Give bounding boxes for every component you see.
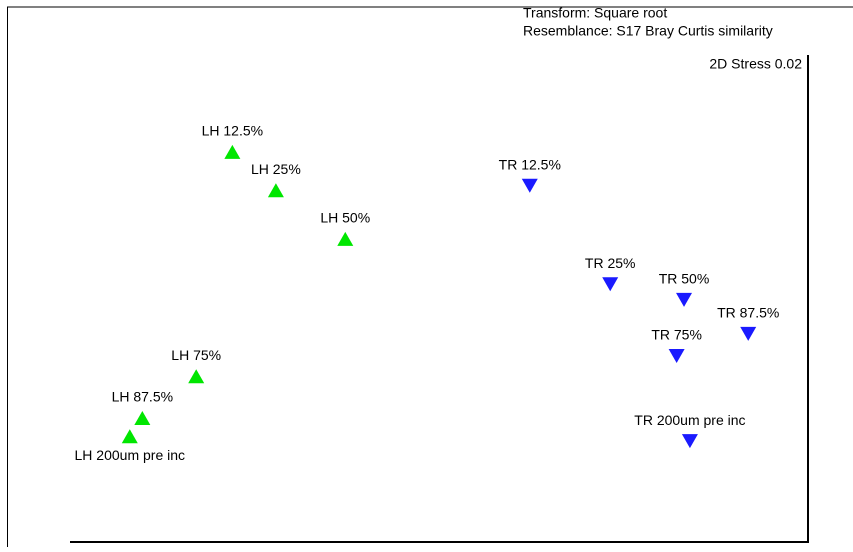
transform-note: Transform: Square root	[523, 5, 667, 21]
point	[668, 349, 685, 364]
point-label: TR 200um pre inc	[634, 412, 745, 428]
stress-label: 2D Stress 0.02	[709, 56, 802, 72]
point-label: TR 75%	[651, 327, 702, 343]
point	[267, 183, 284, 198]
point-label: LH 87.5%	[112, 389, 173, 405]
point	[602, 277, 619, 292]
point	[121, 429, 138, 444]
point-label: LH 200um pre inc	[75, 447, 186, 463]
point	[188, 369, 205, 384]
point-label: LH 12.5%	[202, 123, 263, 139]
point-label: TR 87.5%	[717, 305, 779, 321]
point-label: LH 75%	[171, 347, 221, 363]
point-label: LH 25%	[251, 161, 301, 177]
point-label: TR 25%	[585, 255, 636, 271]
point	[337, 231, 354, 246]
point	[224, 144, 241, 159]
point	[134, 411, 151, 426]
point	[740, 326, 757, 341]
point	[676, 292, 693, 307]
point	[681, 434, 698, 449]
point	[521, 178, 538, 193]
point-label: TR 12.5%	[499, 156, 561, 172]
point-label: TR 50%	[659, 271, 710, 287]
point-label: LH 50%	[320, 210, 370, 226]
resemblance-note: Resemblance: S17 Bray Curtis similarity	[523, 23, 773, 39]
